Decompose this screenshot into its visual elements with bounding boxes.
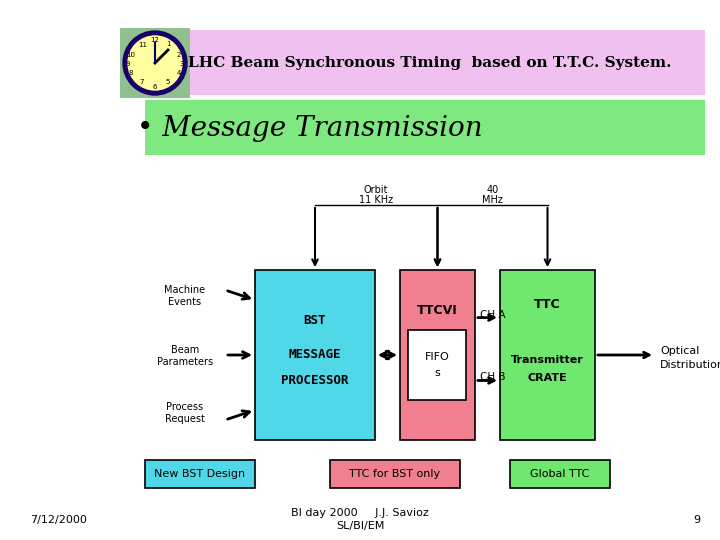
Text: 9: 9 xyxy=(126,61,130,67)
Text: Machine: Machine xyxy=(164,285,206,295)
Text: 2: 2 xyxy=(177,52,181,58)
Text: TTC: TTC xyxy=(534,299,561,312)
Text: CRATE: CRATE xyxy=(528,373,567,383)
Text: 7: 7 xyxy=(140,79,144,85)
Text: MESSAGE: MESSAGE xyxy=(289,348,341,361)
Text: Request: Request xyxy=(165,414,205,424)
Text: PROCESSOR: PROCESSOR xyxy=(282,374,348,387)
Text: 7/12/2000: 7/12/2000 xyxy=(30,515,87,525)
Text: 10: 10 xyxy=(127,52,135,58)
Text: 12: 12 xyxy=(150,37,159,43)
Text: 3: 3 xyxy=(180,61,184,67)
Bar xyxy=(510,460,610,488)
Text: SL/BI/EM: SL/BI/EM xyxy=(336,521,384,531)
Bar xyxy=(500,270,595,440)
Text: Events: Events xyxy=(168,297,202,307)
Bar xyxy=(145,100,705,155)
Text: BI day 2000     J.J. Savioz: BI day 2000 J.J. Savioz xyxy=(291,508,429,518)
Text: 4: 4 xyxy=(177,70,181,76)
Text: 8: 8 xyxy=(129,70,133,76)
Bar xyxy=(145,30,705,95)
Bar xyxy=(120,28,190,98)
Bar xyxy=(145,460,255,488)
Text: 11: 11 xyxy=(138,42,148,48)
Text: FIFO: FIFO xyxy=(425,352,449,362)
Text: Parameters: Parameters xyxy=(157,357,213,367)
Bar xyxy=(255,270,375,440)
Bar xyxy=(400,270,475,440)
Text: Global TTC: Global TTC xyxy=(531,469,590,479)
Bar xyxy=(330,460,460,488)
Text: Distribution: Distribution xyxy=(660,360,720,370)
Text: Process: Process xyxy=(166,402,204,412)
Text: BST: BST xyxy=(304,314,326,327)
Text: 6: 6 xyxy=(153,84,157,90)
Text: LHC Beam Synchronous Timing  based on T.T.C. System.: LHC Beam Synchronous Timing based on T.T… xyxy=(188,56,672,70)
Text: 9: 9 xyxy=(693,515,700,525)
Text: 1: 1 xyxy=(166,41,170,47)
Text: Orbit: Orbit xyxy=(364,185,389,195)
Text: 5: 5 xyxy=(166,79,170,85)
Text: Transmitter: Transmitter xyxy=(511,355,584,365)
Bar xyxy=(408,330,466,400)
Text: New BST Design: New BST Design xyxy=(154,469,246,479)
Text: CH A: CH A xyxy=(480,309,505,320)
Text: 40: 40 xyxy=(487,185,499,195)
Circle shape xyxy=(128,36,182,90)
Circle shape xyxy=(123,31,187,95)
Text: Beam: Beam xyxy=(171,345,199,355)
Text: Optical: Optical xyxy=(660,346,699,356)
Text: CH B: CH B xyxy=(480,373,505,382)
Text: • Message Transmission: • Message Transmission xyxy=(138,114,483,141)
Text: 11 KHz: 11 KHz xyxy=(359,195,393,205)
Text: s: s xyxy=(434,368,440,378)
Text: MHz: MHz xyxy=(482,195,503,205)
Text: TTCVI: TTCVI xyxy=(417,303,458,316)
Text: TTC for BST only: TTC for BST only xyxy=(349,469,441,479)
